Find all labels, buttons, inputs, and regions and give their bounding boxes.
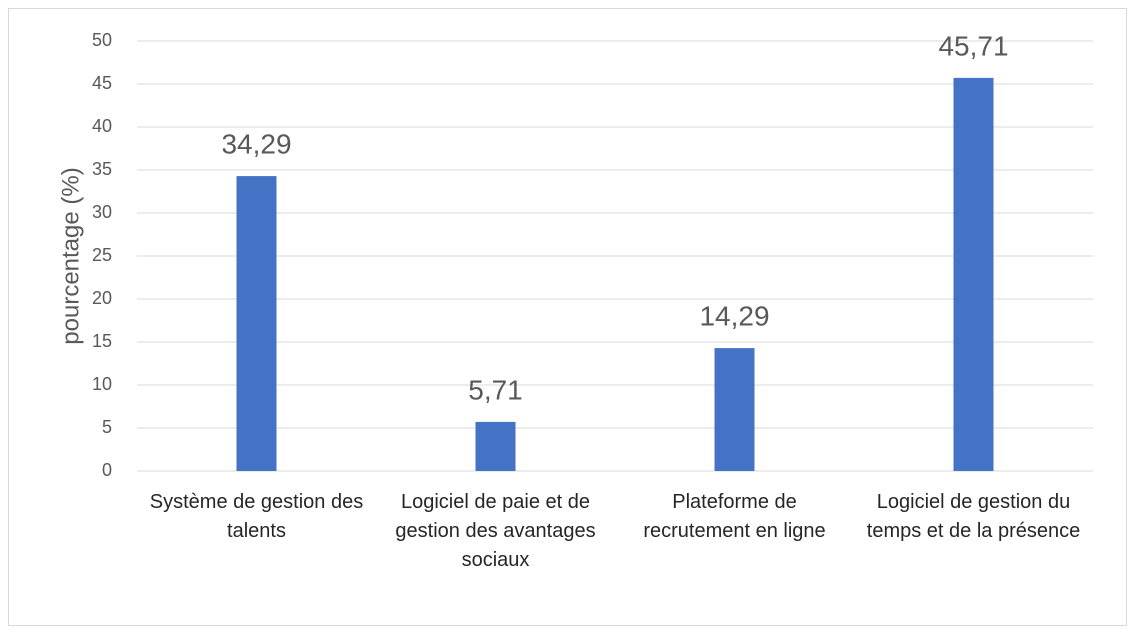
y-tick-label: 10 (92, 374, 112, 394)
bar (475, 421, 516, 471)
y-tick-label: 45 (92, 73, 112, 93)
x-tick-label: Système de gestion des talents (149, 491, 364, 542)
y-tick-label: 5 (102, 417, 112, 437)
bar (953, 77, 994, 472)
bar (236, 176, 277, 471)
y-tick-label: 15 (92, 331, 112, 351)
chart-border (8, 8, 1127, 626)
y-tick-label: 35 (92, 159, 112, 179)
value-label: 34,29 (221, 128, 291, 159)
y-tick-label: 40 (92, 116, 112, 136)
x-tick-label: Plateforme de recrutement en ligne (643, 491, 826, 542)
value-label: 45,71 (938, 30, 1008, 61)
x-tick-label: Logiciel de gestion du temps et de la pr… (866, 491, 1081, 542)
y-tick-label: 30 (92, 202, 112, 222)
value-label: 5,71 (468, 374, 523, 405)
y-tick-label: 0 (102, 460, 112, 480)
y-tick-label: 25 (92, 245, 112, 265)
y-tick-label: 20 (92, 288, 112, 308)
bar (714, 348, 755, 471)
x-tick-label: Logiciel de paie et de gestion des avant… (395, 491, 596, 571)
y-tick-label: 50 (92, 30, 112, 50)
y-axis-label: pourcentage (%) (57, 167, 84, 344)
value-label: 14,29 (699, 300, 769, 331)
